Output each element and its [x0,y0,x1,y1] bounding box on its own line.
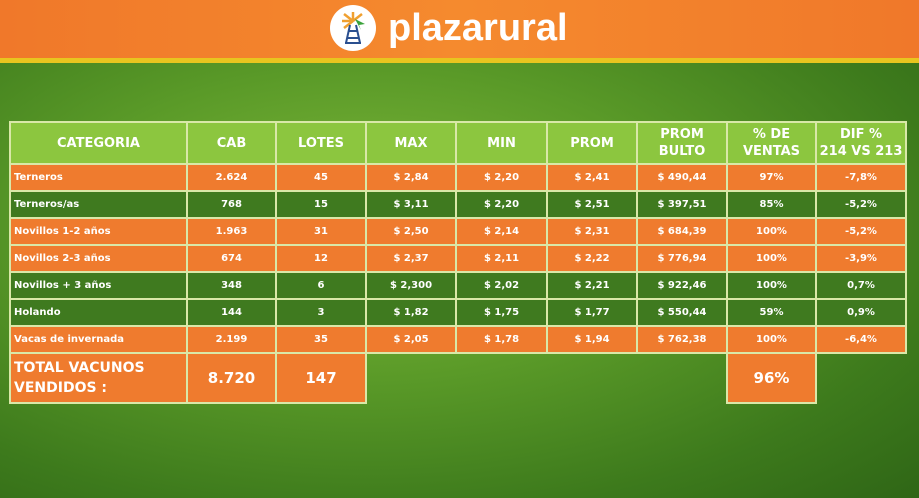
total-row: TOTAL VACUNOS VENDIDOS : 8.720 147 96% [9,352,906,404]
cell-prom-bulto: $ 550,44 [636,298,728,327]
table-row: Novillos + 3 años 348 6 $ 2,300 $ 2,02 $ 2,21… [9,271,907,300]
cell-categoria: Vacas de invernada [9,325,188,354]
cell-cab: 144 [186,298,277,327]
cell-prom: $ 2,22 [546,244,638,273]
cell-pct-ventas: 100% [726,244,817,273]
header-max: MAX [365,121,457,165]
cell-categoria: Novillos + 3 años [9,271,188,300]
cell-max: $ 1,82 [365,298,457,327]
cell-prom-bulto: $ 397,51 [636,190,728,219]
cell-categoria: Novillos 1-2 años [9,217,188,246]
table-row: Terneros/as 768 15 $ 3,11 $ 2,20 $ 2,51 $ 397,… [9,190,907,219]
total-label: TOTAL VACUNOS VENDIDOS : [9,352,188,404]
brand-name: plazarural [388,6,568,49]
cell-dif: -3,9% [815,244,907,273]
cell-pct-ventas: 85% [726,190,817,219]
cell-prom-bulto: $ 490,44 [636,163,728,192]
cell-cab: 2.199 [186,325,277,354]
cell-max: $ 2,300 [365,271,457,300]
cell-prom: $ 2,41 [546,163,638,192]
cell-min: $ 2,02 [455,271,548,300]
cell-prom-bulto: $ 776,94 [636,244,728,273]
cell-dif: -6,4% [815,325,907,354]
table-row: Novillos 2-3 años 674 12 $ 2,37 $ 2,11 $ 2,22… [9,244,907,273]
header-cab: CAB [186,121,277,165]
cell-lotes: 3 [275,298,367,327]
table-row: Novillos 1-2 años 1.963 31 $ 2,50 $ 2,14 $ 2,… [9,217,907,246]
cell-min: $ 1,78 [455,325,548,354]
cell-max: $ 2,50 [365,217,457,246]
cell-dif: 0,7% [815,271,907,300]
cell-max: $ 3,11 [365,190,457,219]
table-row: Vacas de invernada 2.199 35 $ 2,05 $ 1,78 $ 1… [9,325,907,354]
cell-lotes: 12 [275,244,367,273]
cell-cab: 674 [186,244,277,273]
cell-lotes: 35 [275,325,367,354]
windmill-icon [330,5,376,51]
cell-dif: -5,2% [815,217,907,246]
header-prom: PROM [546,121,638,165]
cell-prom-bulto: $ 684,39 [636,217,728,246]
header-pct-ventas: % DE VENTAS [726,121,817,165]
cell-pct-ventas: 59% [726,298,817,327]
cell-pct-ventas: 97% [726,163,817,192]
cell-cab: 348 [186,271,277,300]
cell-categoria: Terneros/as [9,190,188,219]
cell-prom: $ 2,51 [546,190,638,219]
cell-prom: $ 2,31 [546,217,638,246]
cell-prom: $ 2,21 [546,271,638,300]
cell-cab: 768 [186,190,277,219]
cell-prom-bulto: $ 762,38 [636,325,728,354]
header-stripe [0,58,919,63]
header-min: MIN [455,121,548,165]
sales-table: CATEGORIA CAB LOTES MAX MIN PROM PROM BUL… [9,121,907,404]
cell-min: $ 2,20 [455,190,548,219]
header-prom-bulto: PROM BULTO [636,121,728,165]
table-header-row: CATEGORIA CAB LOTES MAX MIN PROM PROM BUL… [9,121,907,165]
cell-prom-bulto: $ 922,46 [636,271,728,300]
cell-min: $ 2,20 [455,163,548,192]
cell-categoria: Terneros [9,163,188,192]
total-lotes: 147 [275,352,367,404]
cell-categoria: Novillos 2-3 años [9,244,188,273]
cell-dif: -5,2% [815,190,907,219]
cell-min: $ 2,11 [455,244,548,273]
total-pct-ventas: 96% [726,352,817,404]
cell-max: $ 2,84 [365,163,457,192]
cell-cab: 1.963 [186,217,277,246]
header-categoria: CATEGORIA [9,121,188,165]
header-lotes: LOTES [275,121,367,165]
cell-prom: $ 1,77 [546,298,638,327]
cell-max: $ 2,05 [365,325,457,354]
total-cab: 8.720 [186,352,277,404]
header-bar [0,0,919,58]
cell-categoria: Holando [9,298,188,327]
header-dif: DIF % 214 VS 213 [815,121,907,165]
cell-pct-ventas: 100% [726,217,817,246]
cell-cab: 2.624 [186,163,277,192]
cell-min: $ 1,75 [455,298,548,327]
table-row: Terneros 2.624 45 $ 2,84 $ 2,20 $ 2,41 $ 490,4… [9,163,907,192]
cell-lotes: 31 [275,217,367,246]
cell-pct-ventas: 100% [726,271,817,300]
cell-lotes: 45 [275,163,367,192]
cell-prom: $ 1,94 [546,325,638,354]
brand-logo: plazarural [330,5,568,51]
cell-lotes: 15 [275,190,367,219]
cell-lotes: 6 [275,271,367,300]
cell-min: $ 2,14 [455,217,548,246]
cell-dif: 0,9% [815,298,907,327]
cell-max: $ 2,37 [365,244,457,273]
cell-dif: -7,8% [815,163,907,192]
cell-pct-ventas: 100% [726,325,817,354]
table-row: Holando 144 3 $ 1,82 $ 1,75 $ 1,77 $ 550,44 59%… [9,298,907,327]
